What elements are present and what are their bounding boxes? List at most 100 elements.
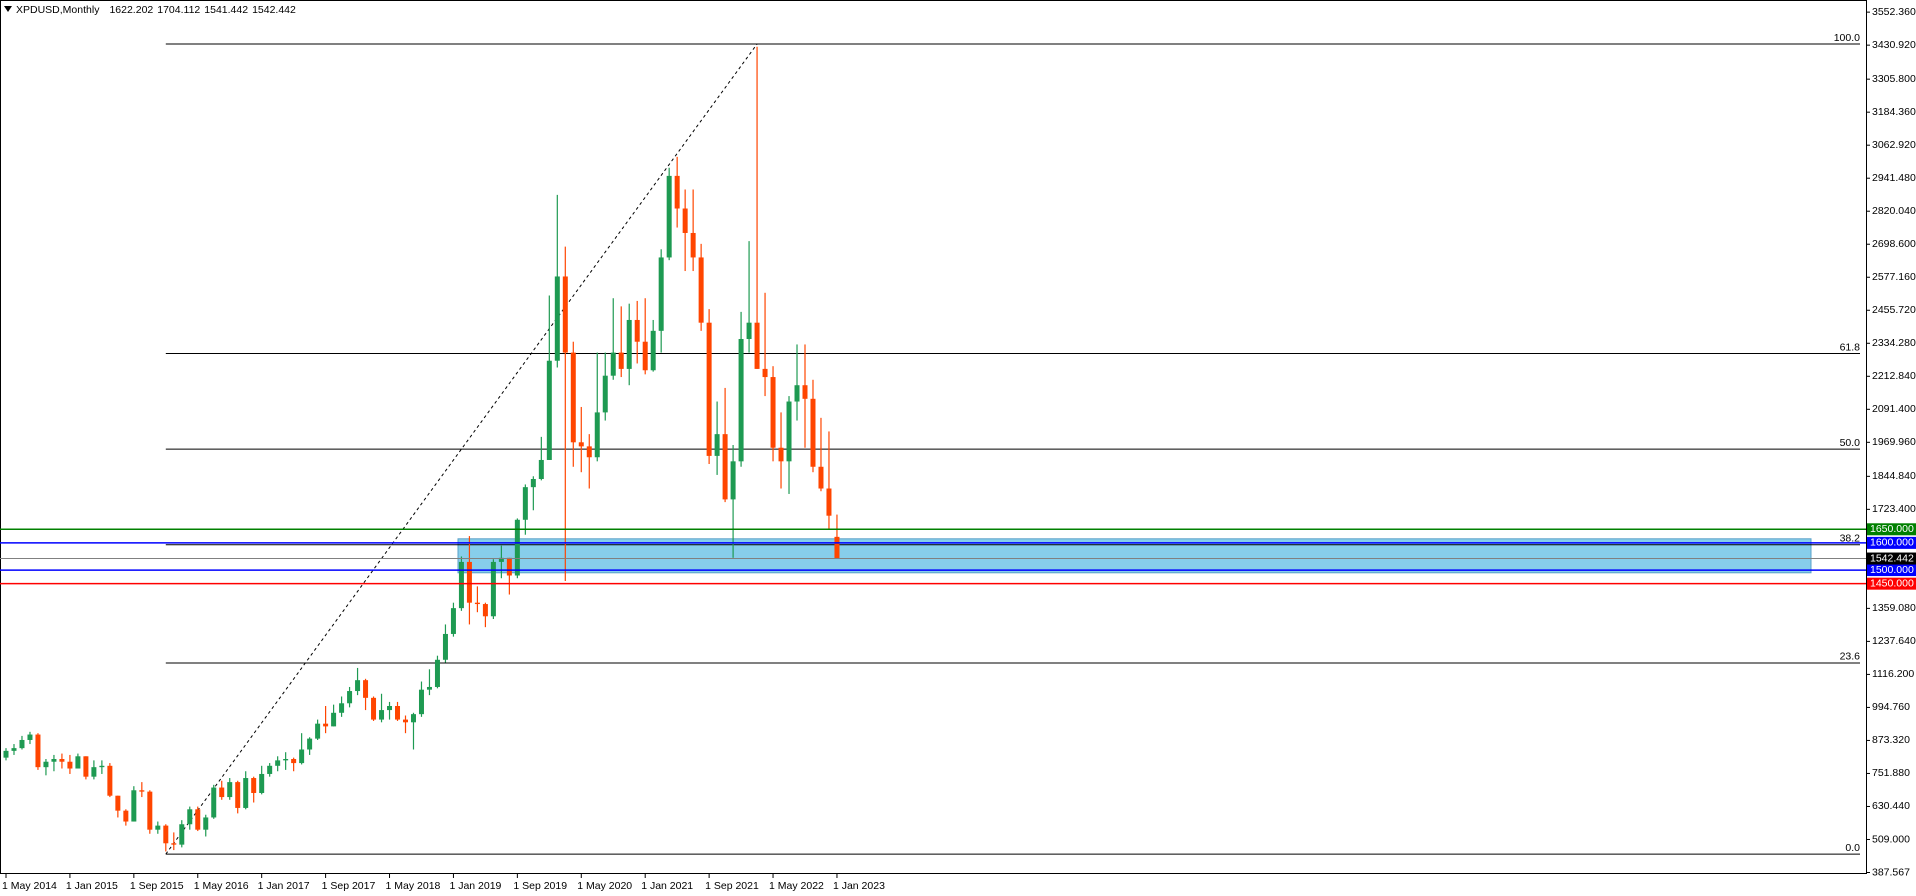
candle-body [123,810,129,822]
candle-body [363,680,369,698]
candle-body [466,561,472,603]
x-tick-label: 1 Jan 2023 [833,880,885,892]
candle-body [323,723,329,727]
candle-body [578,442,584,447]
candle-body [706,322,712,456]
candle-body [283,759,289,761]
fib-label: 38.2 [1840,532,1861,544]
x-tick-label: 1 May 2022 [769,880,824,892]
y-tick-label: 994.760 [1872,701,1910,713]
y-tick-label: 1359.080 [1872,602,1916,614]
candle-body [450,608,456,634]
candle-body [227,782,233,798]
candle-body [219,787,225,798]
candle-body [626,319,632,369]
level-label-bg [1867,564,1916,577]
candle-body [602,375,608,413]
candle-body [826,488,832,516]
candle-body [43,761,49,768]
x-tick-label: 1 Sep 2015 [130,880,184,892]
candle-body [490,561,496,617]
y-tick-label: 3184.360 [1872,106,1916,118]
candle-body [562,276,568,353]
candle-body [115,795,121,811]
candle-body [586,446,592,458]
x-tick-label: 1 May 2016 [194,880,249,892]
candle-body [698,257,704,323]
candle-body [91,767,97,777]
fib-label: 100.0 [1834,32,1860,44]
fib-label: 23.6 [1840,651,1861,663]
candle-body [458,561,464,609]
y-tick-label: 2091.400 [1872,403,1916,415]
y-tick-label: 2212.840 [1872,370,1916,382]
candle-body [818,466,824,489]
candle-body [658,257,664,331]
y-tick-label: 3430.920 [1872,39,1916,51]
candle-body [243,778,249,808]
candle-body [810,398,816,467]
x-tick-label: 1 Jan 2019 [449,880,501,892]
level-label-bg [1867,536,1916,549]
candle-body [179,824,185,845]
candle-body [371,697,377,720]
high-value: 1704.112 [157,4,200,16]
candle-body [347,691,353,704]
candle-body [387,705,393,711]
fib-trendline [165,43,758,855]
candle-body [99,765,105,768]
y-tick-label: 2455.720 [1872,304,1916,316]
candle-body [3,750,9,758]
candle-body [203,817,209,830]
close-value: 1542.442 [252,4,296,16]
y-tick-label: 2820.040 [1872,205,1916,217]
candle-body [666,175,672,258]
y-tick-label: 1723.400 [1872,503,1916,515]
candle-body [650,330,656,371]
candle-body [67,761,73,769]
candle-body [315,723,321,739]
candle-body [147,791,153,830]
candle-body [155,825,161,830]
candle-body [187,809,193,825]
candle-body [83,756,89,777]
candle-body [339,703,345,713]
y-tick-label: 2577.160 [1872,271,1916,283]
candle-body [738,338,744,462]
y-tick-label: 3552.360 [1872,6,1916,18]
y-tick-label: 3305.800 [1872,73,1916,85]
chart-title: XPDUSD,Monthly 1622.202 1704.112 1541.442 15… [16,4,296,16]
candle-body [379,710,385,720]
fib-label: 61.8 [1840,341,1861,353]
open-value: 1622.202 [109,4,153,16]
candle-body [139,790,145,792]
x-tick-label: 1 Sep 2019 [513,880,567,892]
candle-body [570,352,576,443]
candle-body [506,557,512,576]
candle-body [259,773,265,793]
y-tick-label: 2334.280 [1872,337,1916,349]
candle-body [546,360,552,460]
candle-body [554,276,560,361]
y-tick-label: 630.440 [1872,800,1910,812]
candle-body [75,756,81,769]
candle-body [426,686,432,690]
candle-body [163,825,169,844]
candle-body [395,705,401,720]
x-tick-label: 1 May 2020 [577,880,632,892]
candle-body [107,765,113,796]
candle-body [762,368,768,378]
candle-body [299,749,305,764]
candle-body [171,843,177,845]
y-tick-label: 1844.840 [1872,470,1916,482]
candle-body [498,557,504,562]
candle-body [51,759,57,762]
candle-body [11,748,17,751]
y-tick-label: 1116.200 [1872,668,1914,680]
x-tick-label: 1 Jan 2021 [641,880,693,892]
candle-body [778,447,784,462]
candle-body [770,377,776,448]
plot-frame [0,0,1867,874]
candle-body [514,519,520,576]
